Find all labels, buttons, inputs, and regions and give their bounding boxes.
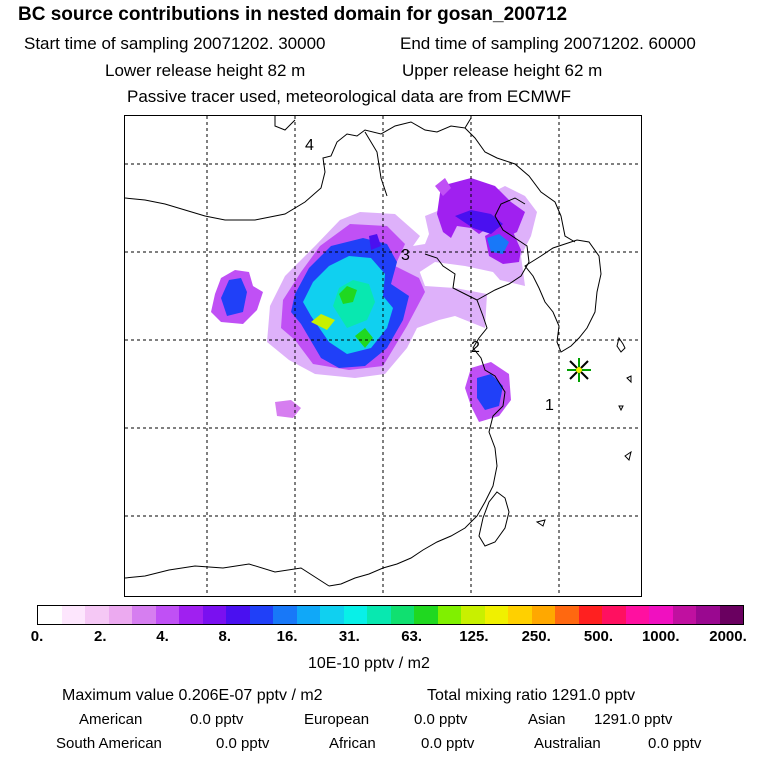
colorbar-cell [719, 606, 743, 624]
source-name: Australian [534, 735, 601, 752]
colorbar-tick-label: 500. [583, 628, 614, 645]
receptor-star-icon [567, 358, 591, 382]
tracer-note: Passive tracer used, meteorological data… [127, 87, 572, 106]
colorbar-tick-label: 31. [338, 628, 360, 645]
colorbar-cell [461, 606, 485, 624]
upper-release-height: Upper release height 62 m [402, 61, 603, 80]
colorbar-cell [696, 606, 720, 624]
maximum-value: Maximum value 0.206E-07 pptv / m2 [62, 687, 323, 704]
colorbar-cell [343, 606, 367, 624]
source-name: European [304, 711, 370, 728]
source-value: 0.0 pptv [190, 711, 244, 728]
total-mixing-ratio: Total mixing ratio 1291.0 pptv [427, 687, 636, 704]
source-name: African [329, 735, 376, 752]
colorbar-cell [249, 606, 273, 624]
colorbar-cell [38, 606, 62, 624]
colorbar-tick-label: 2. [94, 628, 107, 645]
region-label-3: 3 [401, 247, 410, 264]
region-label-2: 2 [471, 339, 480, 356]
colorbar-cell [296, 606, 320, 624]
colorbar-cell [226, 606, 250, 624]
colorbar-cell [602, 606, 626, 624]
colorbar-cell [390, 606, 414, 624]
colorbar-cell [85, 606, 109, 624]
colorbar-tick-label: 16. [276, 628, 298, 645]
colorbar-tick-label: 0. [30, 628, 44, 645]
colorbar-cell [108, 606, 132, 624]
colorbar-cell [649, 606, 673, 624]
colorbar-cell [508, 606, 532, 624]
map-canvas: 1 2 3 4 [125, 116, 641, 596]
colorbar-cell [320, 606, 344, 624]
source-value: 0.0 pptv [648, 735, 702, 752]
colorbar-cell [625, 606, 649, 624]
colorbar-cell [578, 606, 602, 624]
colorbar-cell [555, 606, 579, 624]
colorbar-tick-label: 63. [401, 628, 423, 645]
source-value: 0.0 pptv [216, 735, 270, 752]
contribution-plume [211, 178, 537, 422]
colorbar-tick-label: 125. [459, 628, 489, 645]
source-value: 1291.0 pptv [594, 711, 673, 728]
map-frame: 1 2 3 4 [124, 115, 642, 597]
colorbar-unit: 10E-10 pptv / m2 [308, 655, 430, 672]
source-name: American [79, 711, 143, 728]
colorbar-cell [202, 606, 226, 624]
graticule [125, 116, 641, 596]
colorbar-tick-label: 250. [521, 628, 551, 645]
plot-title: BC source contributions in nested domain… [18, 4, 568, 25]
coastlines [125, 116, 632, 587]
colorbar-cell [61, 606, 85, 624]
colorbar-cell [672, 606, 696, 624]
colorbar-cell [367, 606, 391, 624]
colorbar-tick-label: 4. [156, 628, 169, 645]
colorbar-cell [155, 606, 179, 624]
lower-release-height: Lower release height 82 m [105, 61, 306, 80]
colorbar-cell [531, 606, 555, 624]
start-time: Start time of sampling 20071202. 30000 [24, 34, 326, 53]
source-value: 0.0 pptv [421, 735, 475, 752]
source-name: South American [56, 735, 162, 752]
colorbar-cell [437, 606, 461, 624]
colorbar-cell [179, 606, 203, 624]
colorbar [37, 605, 744, 625]
colorbar-tick-label: 1000. [641, 628, 680, 645]
colorbar-cell [132, 606, 156, 624]
source-value: 0.0 pptv [414, 711, 468, 728]
colorbar-tick-label: 8. [218, 628, 232, 645]
region-label-4: 4 [305, 137, 314, 154]
colorbar-cell [484, 606, 508, 624]
source-name: Asian [528, 711, 566, 728]
colorbar-tick-label: 2000. [709, 628, 747, 645]
end-time: End time of sampling 20071202. 60000 [400, 34, 696, 53]
colorbar-cell [414, 606, 438, 624]
colorbar-cell [273, 606, 297, 624]
region-label-1: 1 [545, 397, 554, 414]
